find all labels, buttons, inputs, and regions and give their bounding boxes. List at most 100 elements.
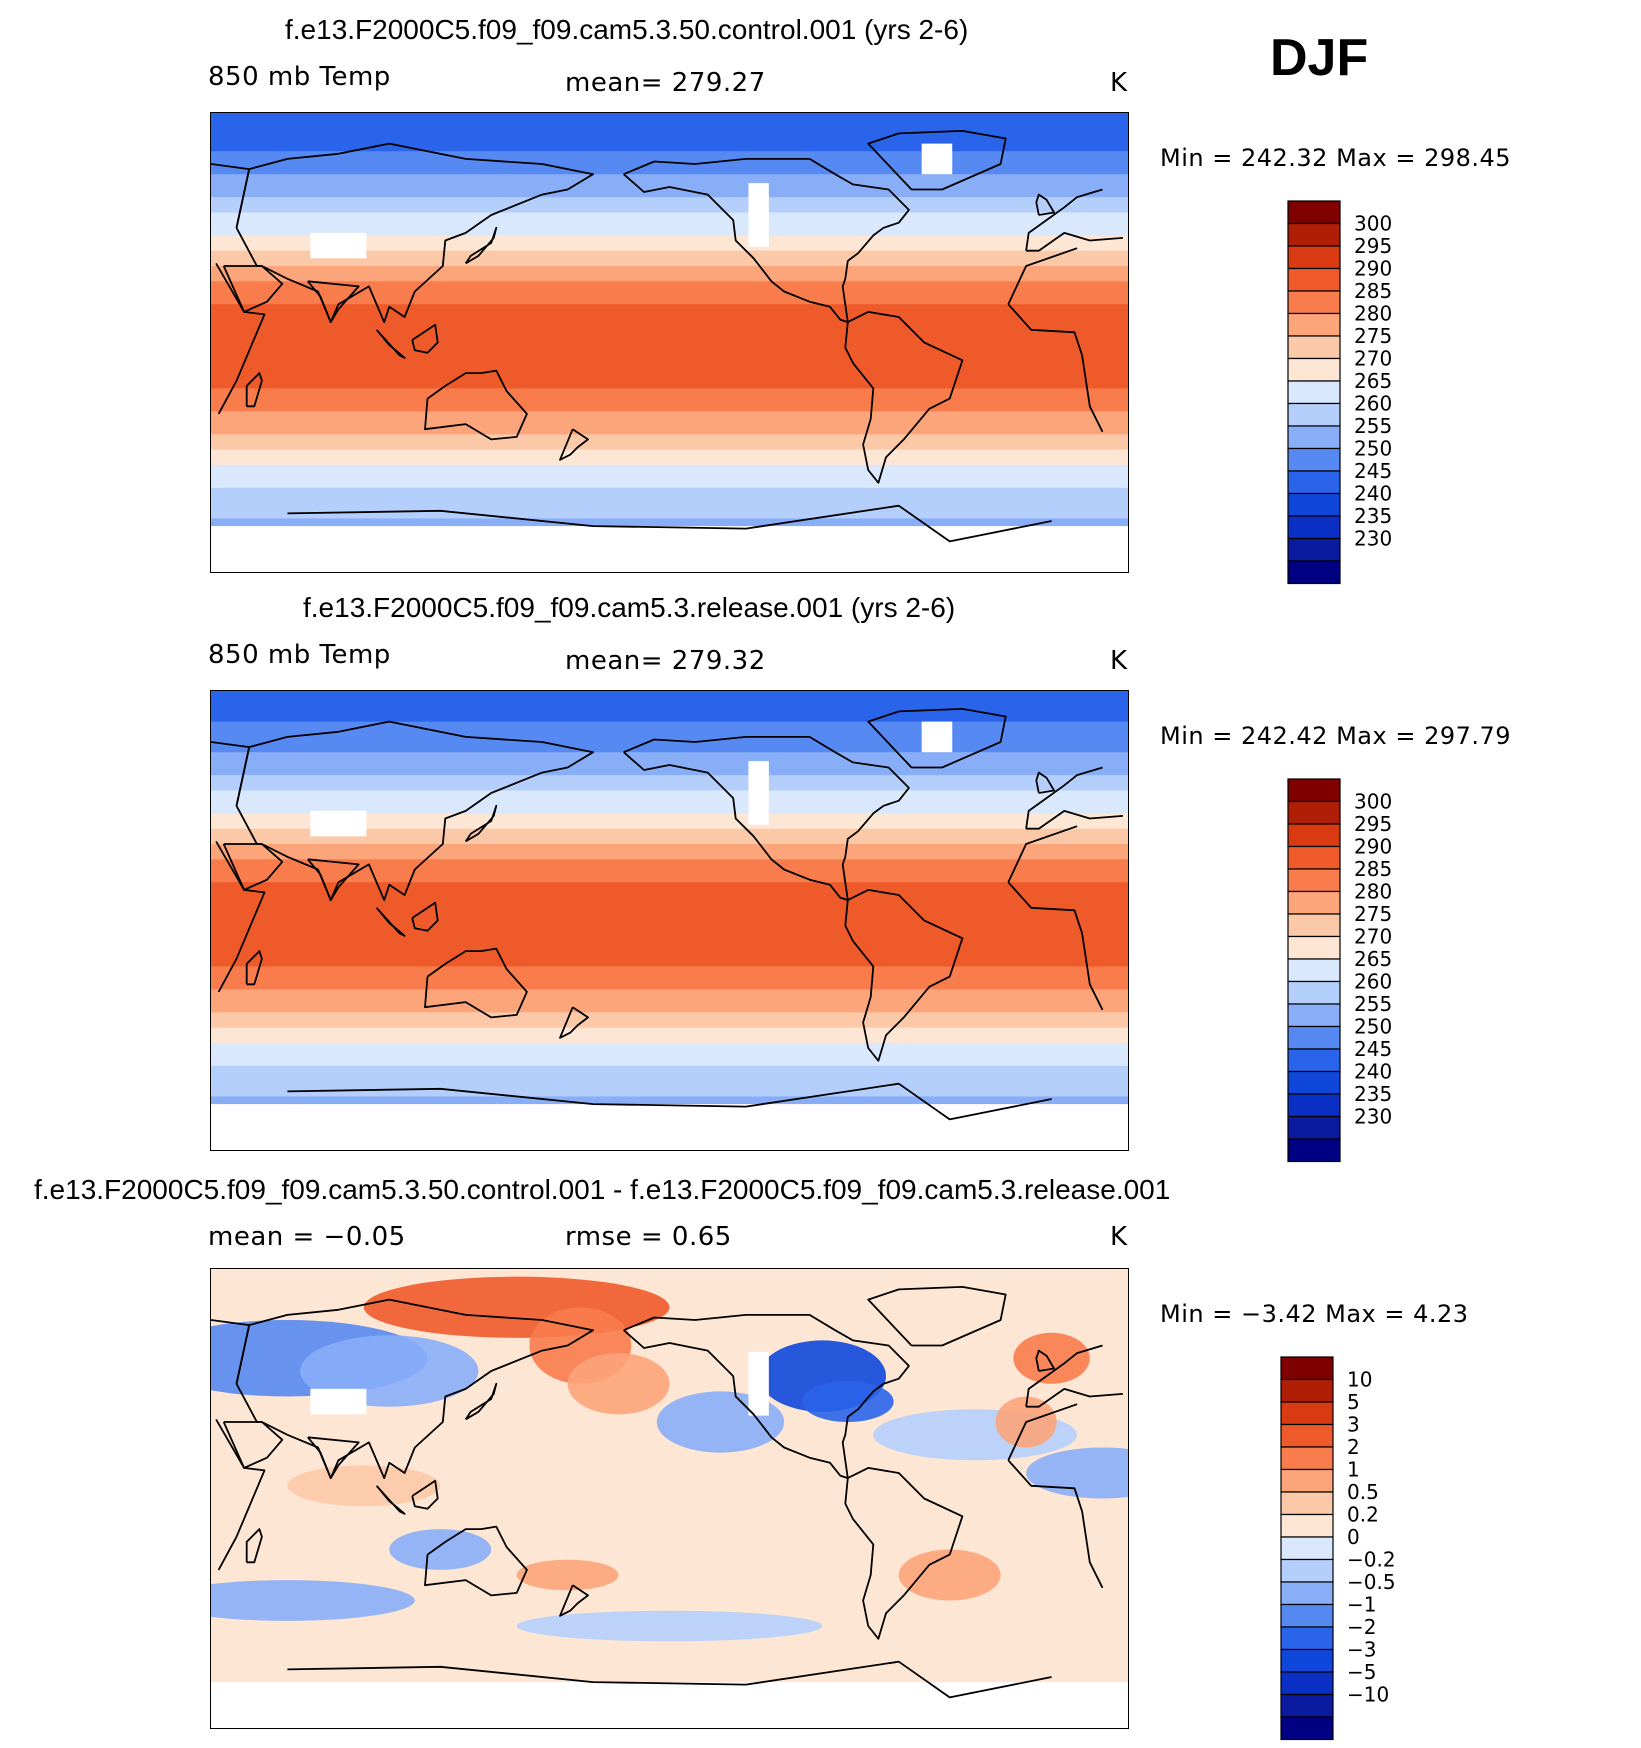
coastline xyxy=(287,1082,1052,1121)
colorbar-band xyxy=(1287,245,1341,270)
field-band xyxy=(211,403,1128,412)
colorbar-band xyxy=(1287,935,1341,960)
colorbar-band xyxy=(1287,335,1341,360)
coastline xyxy=(245,372,263,408)
panel-2-colorbar: 300 295 290 285 280 275 270 265 260 255 250 245 240 2… xyxy=(1285,778,1415,1170)
colorbar-band xyxy=(1287,1115,1341,1140)
coastline xyxy=(424,369,528,441)
field-band xyxy=(211,487,1128,497)
panel-1-minmax: Min = 242.32 Max = 298.45 xyxy=(1160,144,1511,172)
field-band xyxy=(211,912,1128,922)
missing-data-region xyxy=(748,761,769,825)
colorbar-band xyxy=(1280,1491,1334,1516)
field-band xyxy=(211,951,1128,960)
colorbar-tick-label: 290 xyxy=(1354,257,1392,281)
colorbar-tick-label: 285 xyxy=(1354,279,1392,303)
colorbar-tick-label: 290 xyxy=(1354,835,1392,859)
field-band xyxy=(211,790,1128,799)
colorbar-band xyxy=(1287,868,1341,893)
panel-3-units: K xyxy=(1110,1222,1128,1252)
colorbar-tick-label: 280 xyxy=(1354,880,1392,904)
field-band xyxy=(211,258,1128,267)
panel-2-map xyxy=(210,690,1129,1151)
coastline xyxy=(1035,1349,1055,1372)
coastline xyxy=(375,907,406,937)
coastline xyxy=(1035,771,1055,794)
field-band xyxy=(211,518,1128,527)
coastline xyxy=(559,428,589,461)
colorbar-band xyxy=(1287,380,1341,405)
field-band xyxy=(211,373,1128,382)
field-band xyxy=(211,897,1128,906)
coastline xyxy=(464,804,498,843)
panel-1-max: Max = 298.45 xyxy=(1336,144,1512,172)
field-band xyxy=(211,472,1128,481)
colorbar-band xyxy=(1287,357,1341,382)
field-anomaly xyxy=(211,1580,415,1621)
field-band xyxy=(211,174,1128,183)
colorbar-band xyxy=(1287,800,1341,825)
field-band xyxy=(211,204,1128,214)
panel-1-variable-label: 850 mb Temp xyxy=(208,62,391,92)
colorbar-band xyxy=(1280,1446,1334,1471)
field-band xyxy=(211,844,1128,853)
colorbar-tick-label: 255 xyxy=(1354,992,1392,1016)
colorbar-tick-label: 285 xyxy=(1354,857,1392,881)
field-band xyxy=(211,166,1128,175)
colorbar-band xyxy=(1287,200,1341,225)
colorbar-tick-label: 250 xyxy=(1354,1015,1392,1039)
colorbar-tick-label: 240 xyxy=(1354,482,1392,506)
field-band xyxy=(211,411,1128,420)
panel-1-colorbar: 300 295 290 285 280 275 270 265 260 255 250 245 240 2… xyxy=(1285,200,1415,592)
colorbar-tick-label: −0.2 xyxy=(1347,1548,1396,1572)
panel-3-min: Min = −3.42 xyxy=(1160,1300,1317,1328)
colorbar-tick-label: 230 xyxy=(1354,1105,1392,1129)
field-band xyxy=(211,288,1128,298)
colorbar-band xyxy=(1287,1138,1341,1163)
colorbar-band xyxy=(1287,890,1341,915)
field-band xyxy=(211,319,1128,328)
colorbar-band xyxy=(1287,470,1341,495)
missing-data-region xyxy=(211,1104,1128,1150)
field-band xyxy=(211,744,1128,753)
panel-2-mean-label: mean= 279.32 xyxy=(565,646,766,676)
colorbar-band xyxy=(1287,290,1341,315)
field-band xyxy=(211,889,1128,899)
colorbar-band xyxy=(1287,1025,1341,1050)
field-band xyxy=(211,350,1128,359)
field-band xyxy=(211,151,1128,160)
coastline xyxy=(464,1382,498,1421)
panel-1-min: Min = 242.32 xyxy=(1160,144,1328,172)
colorbar-band xyxy=(1280,1648,1334,1673)
field-band xyxy=(211,135,1128,145)
coastline xyxy=(215,825,1104,1011)
field-band xyxy=(211,1088,1128,1098)
field-anomaly xyxy=(567,1353,670,1415)
colorbar-band xyxy=(1280,1558,1334,1583)
colorbar-band xyxy=(1287,1048,1341,1073)
colorbar-tick-label: 0.5 xyxy=(1347,1480,1379,1504)
colorbar-tick-label: −3 xyxy=(1347,1638,1376,1662)
field-band xyxy=(211,197,1128,206)
coastline xyxy=(307,1436,360,1479)
colorbar-band xyxy=(1287,823,1341,848)
field-band xyxy=(211,396,1128,405)
field-band xyxy=(211,1096,1128,1105)
field-band xyxy=(211,1050,1128,1059)
field-band xyxy=(211,1073,1128,1082)
coastline xyxy=(222,1421,284,1469)
field-anomaly xyxy=(1013,1332,1090,1384)
coastline xyxy=(307,280,360,323)
coastline xyxy=(1035,193,1055,216)
field-band xyxy=(211,782,1128,792)
field-band xyxy=(211,729,1128,738)
field-band xyxy=(211,220,1128,229)
field-band xyxy=(211,1081,1128,1090)
field-band xyxy=(211,958,1128,967)
missing-data-region xyxy=(748,1351,769,1416)
field-band xyxy=(211,419,1128,428)
field-band xyxy=(211,189,1128,198)
colorbar-band xyxy=(1280,1468,1334,1493)
field-anomaly xyxy=(389,1529,492,1570)
field-band xyxy=(211,1004,1128,1013)
